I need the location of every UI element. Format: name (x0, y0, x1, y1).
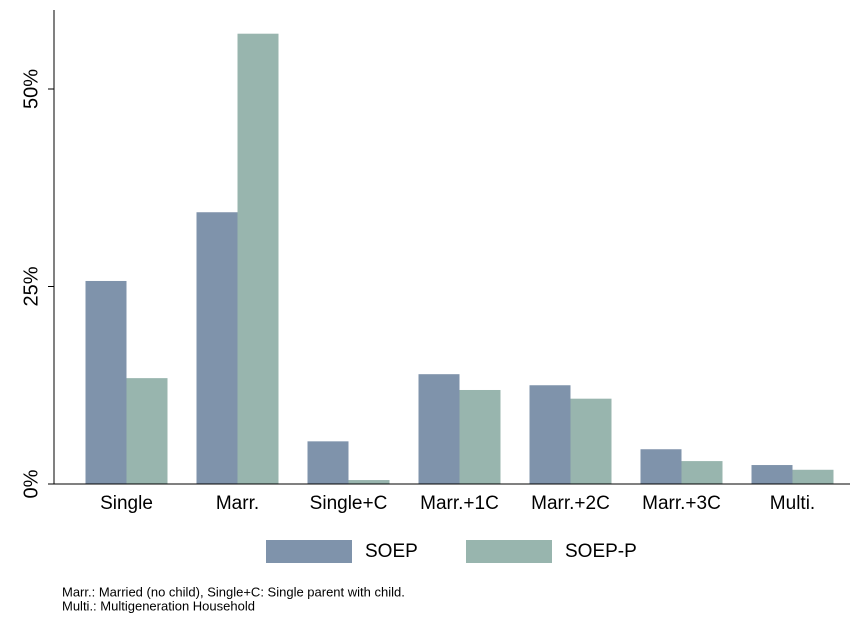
bar (348, 480, 390, 484)
bar (570, 398, 612, 484)
legend-swatch (466, 540, 552, 563)
note: Marr.: Married (no child), Single+C: Sin… (62, 584, 405, 599)
x-tick-label: Marr. (216, 493, 259, 514)
x-tick-label: Multi. (770, 493, 815, 514)
x-tick-label: Single+C (310, 493, 388, 514)
y-tick-label: 0% (20, 469, 42, 498)
x-tick-label: Marr.+1C (420, 493, 499, 514)
x-tick-label: Single (100, 493, 153, 514)
note: Multi.: Multigeneration Household (62, 598, 255, 613)
y-tick-label: 50% (20, 69, 42, 109)
bar (196, 212, 238, 485)
x-tick-label: Marr.+3C (642, 493, 721, 514)
legend-label: SOEP-P (565, 541, 637, 562)
bar (792, 469, 834, 484)
bar (307, 441, 349, 484)
bar (529, 385, 571, 484)
x-tick-label: Marr.+2C (531, 493, 610, 514)
legend-label: SOEP (365, 541, 418, 562)
bar (751, 465, 793, 484)
bar (640, 449, 682, 484)
bar (681, 461, 723, 484)
bar (126, 378, 168, 484)
bar (418, 374, 460, 484)
bar (237, 33, 279, 484)
legend-swatch (266, 540, 352, 563)
bar (459, 389, 501, 484)
bar (85, 280, 127, 484)
y-tick-label: 25% (20, 266, 42, 306)
